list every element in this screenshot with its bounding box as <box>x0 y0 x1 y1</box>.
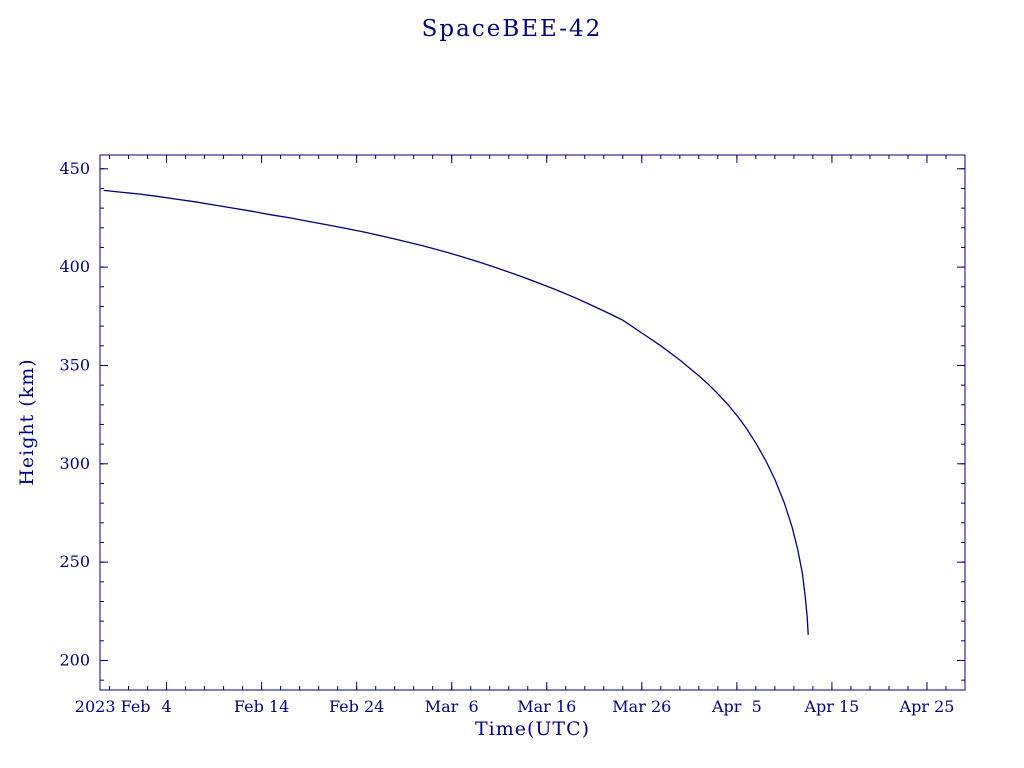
x-tick-label: Mar 6 <box>425 697 479 716</box>
y-tick-label: 450 <box>59 159 90 178</box>
y-tick-label: 250 <box>59 552 90 571</box>
plot-frame <box>99 154 966 691</box>
x-tick-label: Apr 15 <box>803 697 859 716</box>
decay-curve <box>103 189 809 635</box>
x-tick-label: 4 <box>161 697 171 716</box>
x-tick-label: Apr 25 <box>899 697 955 716</box>
y-tick-label: 300 <box>59 454 90 473</box>
y-tick-label: 200 <box>59 650 90 669</box>
x-tick-label: Feb 24 <box>329 697 384 716</box>
x-axis-label: Time(UTC) <box>474 718 591 740</box>
y-tick-label: 400 <box>59 257 90 276</box>
x-tick-label: Feb 14 <box>234 697 289 716</box>
chart-title: SpaceBEE-42 <box>421 16 603 42</box>
x-tick-label: Mar 26 <box>612 697 671 716</box>
x-tick-label: Mar 16 <box>517 697 576 716</box>
x-axis-year-label: 2023 Feb <box>75 697 151 716</box>
y-tick-label: 350 <box>59 355 90 374</box>
x-tick-label: Apr 5 <box>711 697 762 716</box>
